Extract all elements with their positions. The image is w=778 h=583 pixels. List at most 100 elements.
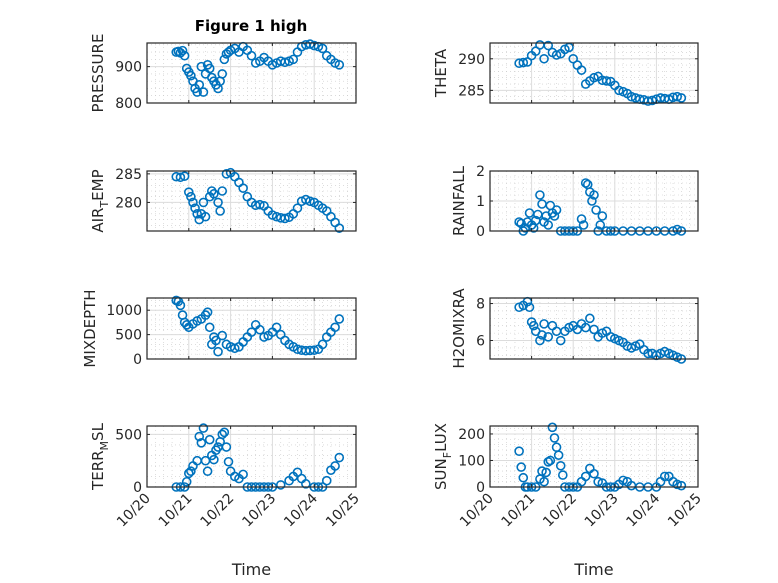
data-point — [219, 54, 230, 65]
data-point — [557, 470, 568, 480]
axes-box — [489, 42, 699, 104]
data-point — [280, 57, 290, 68]
x-tick-label: 10/21 — [156, 491, 196, 531]
data-point — [541, 467, 551, 478]
subplot-rainfall: 0 1 2 RAINFALL — [450, 164, 699, 240]
data-point — [184, 187, 194, 197]
y-tick-label: 6 — [476, 334, 485, 350]
x-tick-label: 10/25 — [323, 491, 363, 531]
y-tick-label: 500 — [115, 427, 142, 443]
data-point — [246, 327, 257, 337]
data-point — [676, 480, 687, 491]
y-tick-label: 100 — [458, 453, 485, 469]
data-point — [659, 471, 670, 482]
y-tick-label: 900 — [115, 60, 142, 76]
data-point — [309, 40, 320, 51]
data-point — [676, 93, 687, 103]
data-point — [334, 452, 345, 463]
data-point — [179, 171, 190, 181]
data-point — [186, 191, 196, 202]
data-point — [551, 50, 562, 60]
data-point — [238, 183, 248, 193]
y-axis-label: MIXDEPTH — [81, 289, 99, 367]
data-point — [578, 220, 589, 230]
axes-background — [490, 426, 698, 487]
axes-background — [147, 426, 356, 487]
y-tick-label: 280 — [115, 195, 142, 211]
data-point — [196, 438, 207, 448]
data-point — [580, 471, 591, 482]
data-point — [288, 54, 299, 65]
data-point — [255, 199, 265, 210]
y-tick-label: 285 — [115, 167, 142, 183]
data-point — [518, 472, 529, 483]
data-point — [223, 456, 234, 467]
data-point — [198, 197, 209, 208]
data-point — [271, 322, 282, 333]
data-point — [317, 339, 328, 350]
data-point — [524, 302, 535, 313]
data-point — [181, 320, 192, 330]
data-point — [188, 197, 198, 208]
data-point — [317, 43, 328, 54]
data-point — [177, 45, 188, 56]
x-tick-label: 10/21 — [499, 491, 539, 531]
data-point — [246, 50, 257, 61]
x-tick-label: 10/23 — [239, 491, 279, 531]
data-point — [175, 300, 186, 311]
data-point — [280, 213, 290, 224]
data-point — [587, 196, 597, 206]
data-point — [589, 324, 599, 335]
data-point — [209, 454, 219, 465]
data-point — [221, 442, 232, 452]
y-axis-label: RAINFALL — [450, 165, 468, 236]
data-point — [589, 190, 599, 200]
y-tick-label: 2 — [476, 164, 485, 180]
data-point — [173, 46, 184, 57]
data-point — [192, 209, 202, 219]
data-point — [219, 427, 230, 438]
data-point — [543, 40, 554, 51]
data-point — [537, 330, 547, 340]
data-point — [175, 172, 186, 183]
data-point — [626, 91, 637, 102]
data-point — [593, 476, 603, 487]
data-point — [202, 307, 213, 317]
data-point — [516, 462, 527, 472]
data-point — [213, 197, 223, 208]
y-tick-label: 0 — [133, 352, 142, 368]
y-axis-label: AIRTEMP — [89, 169, 111, 232]
figure-title: Figure 1 high — [195, 17, 308, 35]
data-point — [321, 475, 332, 486]
data-point — [535, 335, 545, 346]
x-tick-label: 10/20 — [114, 491, 154, 531]
data-point — [535, 190, 545, 200]
data-point — [217, 330, 228, 341]
subplot-mixdepth: 0 500 1000 MIXDEPTH — [81, 289, 357, 368]
data-point — [194, 80, 205, 90]
data-point — [301, 479, 311, 489]
axes-box — [146, 297, 357, 360]
y-tick-label: 0 — [476, 480, 485, 496]
data-point — [194, 431, 205, 442]
data-point — [543, 220, 554, 230]
data-point — [213, 346, 223, 357]
data-point — [601, 76, 612, 86]
data-point — [217, 69, 228, 79]
data-point — [330, 461, 340, 471]
data-point — [553, 450, 564, 460]
y-axis-label: THETA — [432, 48, 450, 98]
data-point — [186, 70, 196, 81]
y-tick-label: 1000 — [106, 303, 142, 319]
axes-box — [489, 297, 699, 360]
data-point — [537, 466, 547, 476]
data-point — [334, 60, 345, 70]
data-point — [181, 476, 192, 487]
data-point — [618, 475, 628, 486]
data-point — [309, 345, 320, 356]
x-tick-label: 10/23 — [582, 491, 622, 531]
